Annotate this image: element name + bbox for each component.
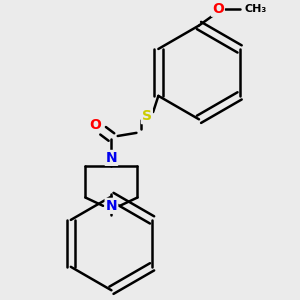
Text: O: O bbox=[212, 2, 224, 16]
Text: N: N bbox=[106, 151, 117, 165]
Text: N: N bbox=[106, 199, 117, 213]
Text: O: O bbox=[89, 118, 101, 131]
Text: S: S bbox=[142, 109, 152, 123]
Text: CH₃: CH₃ bbox=[244, 4, 266, 14]
